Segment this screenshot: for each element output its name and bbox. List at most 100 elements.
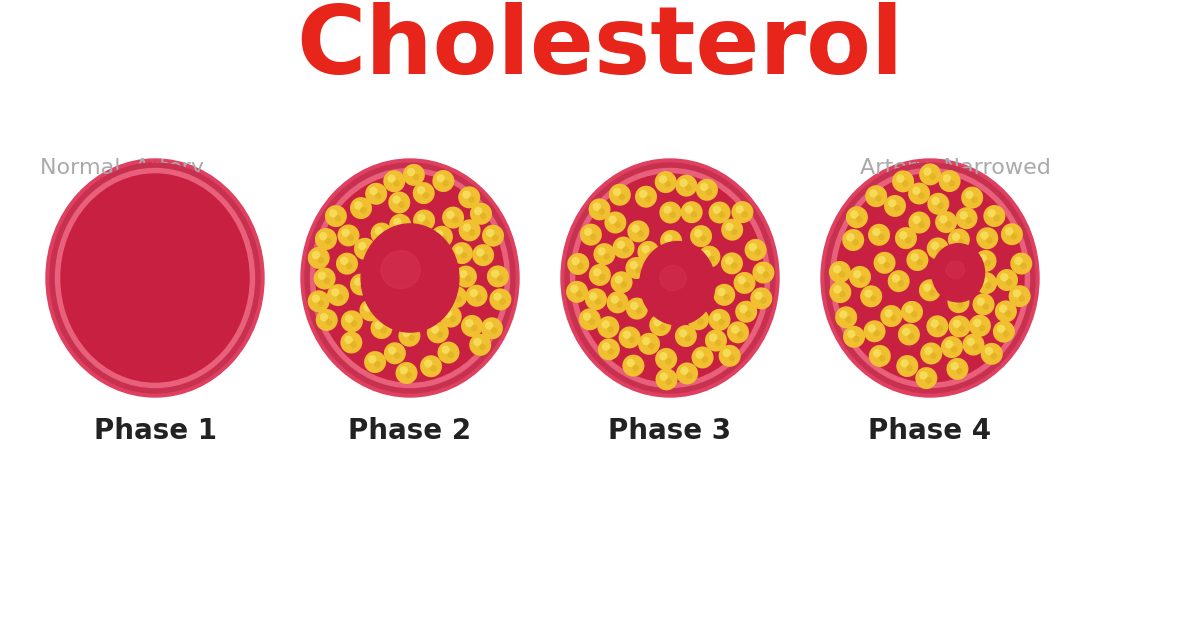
Circle shape xyxy=(578,308,601,330)
Circle shape xyxy=(756,266,764,274)
Circle shape xyxy=(360,207,366,214)
Circle shape xyxy=(455,266,476,288)
Circle shape xyxy=(833,265,841,273)
Ellipse shape xyxy=(821,159,1039,397)
Circle shape xyxy=(487,266,509,288)
Circle shape xyxy=(952,232,960,241)
Circle shape xyxy=(980,343,1003,365)
Circle shape xyxy=(1010,252,1032,274)
Circle shape xyxy=(499,298,506,305)
Circle shape xyxy=(898,323,920,345)
Circle shape xyxy=(850,210,858,219)
Ellipse shape xyxy=(382,251,420,289)
Circle shape xyxy=(859,276,865,283)
Circle shape xyxy=(685,185,692,191)
Circle shape xyxy=(312,295,320,303)
Circle shape xyxy=(383,170,406,192)
Circle shape xyxy=(937,203,943,209)
Circle shape xyxy=(577,263,583,269)
Circle shape xyxy=(690,211,697,218)
Circle shape xyxy=(890,315,896,322)
Text: Phase 1: Phase 1 xyxy=(94,417,216,445)
Circle shape xyxy=(1004,310,1012,317)
Circle shape xyxy=(583,312,592,321)
Circle shape xyxy=(694,229,702,237)
Circle shape xyxy=(719,212,725,218)
Circle shape xyxy=(374,227,383,235)
Circle shape xyxy=(629,337,635,343)
Circle shape xyxy=(455,296,462,303)
Circle shape xyxy=(731,325,739,333)
Circle shape xyxy=(953,320,961,328)
Circle shape xyxy=(725,223,733,231)
Circle shape xyxy=(864,290,872,298)
Circle shape xyxy=(370,187,378,195)
Circle shape xyxy=(636,308,642,314)
Circle shape xyxy=(971,197,978,203)
Circle shape xyxy=(738,276,746,284)
Circle shape xyxy=(344,315,353,323)
Circle shape xyxy=(493,293,502,301)
Circle shape xyxy=(752,261,774,284)
Circle shape xyxy=(619,193,625,200)
Circle shape xyxy=(314,228,337,250)
Circle shape xyxy=(983,205,1006,227)
Circle shape xyxy=(422,192,430,198)
Circle shape xyxy=(919,371,928,379)
Circle shape xyxy=(930,320,938,328)
Text: Phase 4: Phase 4 xyxy=(869,417,991,445)
Circle shape xyxy=(895,227,917,249)
Circle shape xyxy=(659,175,667,183)
Circle shape xyxy=(594,243,616,265)
Circle shape xyxy=(608,215,617,224)
Circle shape xyxy=(845,317,852,323)
Circle shape xyxy=(974,250,996,272)
Circle shape xyxy=(394,180,400,187)
Circle shape xyxy=(988,209,996,217)
Circle shape xyxy=(860,285,882,307)
Circle shape xyxy=(568,253,589,275)
Circle shape xyxy=(659,202,682,224)
Circle shape xyxy=(938,170,960,192)
Ellipse shape xyxy=(46,159,264,397)
Circle shape xyxy=(721,219,743,241)
Circle shape xyxy=(829,281,851,303)
Circle shape xyxy=(606,291,629,313)
Circle shape xyxy=(480,213,486,219)
Circle shape xyxy=(635,186,656,208)
Circle shape xyxy=(346,263,353,269)
Circle shape xyxy=(593,202,601,211)
Circle shape xyxy=(400,224,406,230)
Circle shape xyxy=(617,301,623,308)
Circle shape xyxy=(443,180,449,187)
Circle shape xyxy=(713,205,721,214)
Circle shape xyxy=(424,359,432,367)
Circle shape xyxy=(713,313,721,322)
Circle shape xyxy=(342,229,350,237)
Circle shape xyxy=(946,221,952,227)
Circle shape xyxy=(676,362,698,384)
Ellipse shape xyxy=(946,261,965,278)
Circle shape xyxy=(599,208,605,215)
Circle shape xyxy=(691,347,714,369)
Circle shape xyxy=(874,330,880,337)
Circle shape xyxy=(604,253,610,259)
Circle shape xyxy=(872,228,881,236)
Circle shape xyxy=(924,347,932,355)
Circle shape xyxy=(630,301,638,310)
Circle shape xyxy=(631,224,640,233)
Circle shape xyxy=(700,235,707,242)
Circle shape xyxy=(664,234,672,242)
Circle shape xyxy=(941,336,962,358)
Circle shape xyxy=(906,249,929,271)
Circle shape xyxy=(994,215,1000,222)
Circle shape xyxy=(929,173,936,180)
Circle shape xyxy=(608,184,631,206)
Circle shape xyxy=(985,347,994,355)
Circle shape xyxy=(908,183,930,205)
Circle shape xyxy=(728,355,736,361)
Circle shape xyxy=(719,319,725,325)
Circle shape xyxy=(394,352,401,359)
Circle shape xyxy=(350,274,372,296)
Circle shape xyxy=(902,328,911,336)
